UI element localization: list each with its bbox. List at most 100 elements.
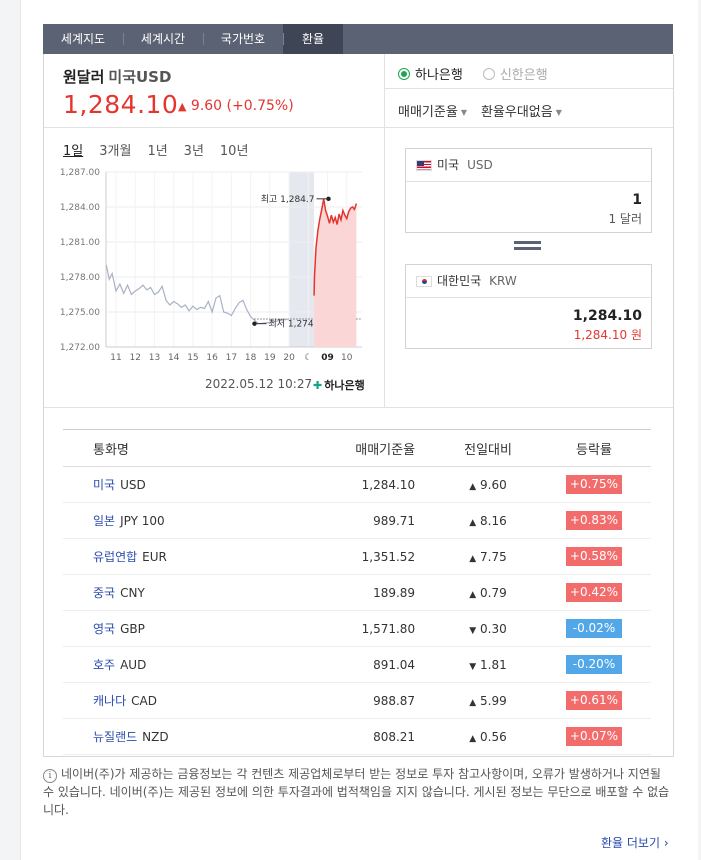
country-name[interactable]: 호주 [93,658,116,672]
rate-cell: 1,284.10 [272,466,440,503]
period-tab-1[interactable]: 3개월 [99,144,132,159]
dropdown-0[interactable]: 매매기준율 ▼ [398,101,467,120]
x-tick-label: 10 [341,353,353,363]
period-tab-3[interactable]: 3년 [183,144,204,159]
pct-cell: +0.58% [537,538,651,575]
table-row[interactable]: 미국 USD 1,284.10 ▲ 9.60 +0.75% [63,466,651,503]
bank-radio-1[interactable]: 신한은행 [482,64,548,83]
diff-value: 1.81 [480,657,507,672]
tab-3[interactable]: 환율 [283,24,343,54]
converter-to-header[interactable]: 대한민국 KRW [406,265,651,298]
up-arrow-icon: ▲ [469,733,477,744]
up-arrow-icon: ▲ [469,697,477,708]
tab-0[interactable]: 세계지도 [60,32,106,46]
more-link-label: 환율 더보기 [601,836,661,850]
converter-from-header[interactable]: 미국 USD [406,149,651,182]
up-arrow-icon: ▲ [469,589,477,600]
col-diff: 전일대비 [439,429,537,467]
diff-value: 5.99 [480,693,507,708]
from-amount[interactable]: 1 [632,192,642,208]
table-row[interactable]: 캐나다 CAD 988.87 ▲ 5.99 +0.61% [63,682,651,719]
country-name[interactable]: 중국 [93,586,116,600]
min-point [252,321,257,326]
currency-code: USD [120,478,146,492]
country-name[interactable]: 일본 [93,514,116,528]
divider [385,88,673,89]
country-name[interactable]: 뉴질랜드 [93,730,138,744]
rate-cell: 808.21 [272,718,440,755]
table-row[interactable]: 뉴질랜드 NZD 808.21 ▲ 0.56 +0.07% [63,718,651,755]
dropdown-1[interactable]: 환율우대없음 ▼ [481,101,562,120]
period-tab-0[interactable]: 1일 [63,144,84,159]
y-tick-label: 1,281.00 [60,238,100,248]
pct-badge: -0.02% [566,619,622,638]
currency-name-cell[interactable]: 중국 CNY [63,574,273,611]
converter-to[interactable]: 대한민국 KRW 1,284.10 1,284.10 원 [405,264,652,349]
x-tick-label: ☾ [304,353,312,363]
up-arrow-icon: ▲ [178,100,187,113]
bank-logo-text: 하나은행 [324,379,365,392]
pct-badge: -0.20% [566,655,622,674]
currency-name-cell[interactable]: 캐나다 CAD [63,682,273,719]
pct-cell: +0.61% [537,682,651,719]
bank-radio-0[interactable]: 하나은행 [398,64,463,83]
rates-table: 통화명 매매기준율 전일대비 등락률 미국 USD 1,284.10 ▲ 9.60 +0… [63,429,651,755]
diff-value: 9.60 [480,477,507,492]
pct-cell: -0.20% [537,646,651,683]
currency-name-cell[interactable]: 호주 AUD [63,646,273,683]
x-tick-label: 12 [130,353,141,363]
country-name[interactable]: 캐나다 [93,694,127,708]
tab-1[interactable]: 세계시간 [123,24,203,54]
max-label: 최고 1,284.7 [261,194,315,205]
rate-cell: 891.04 [272,646,440,683]
to-unit: 1,284.10 원 [573,328,642,342]
currency-name-cell[interactable]: 미국 USD [63,466,273,503]
period-tabs: 1일 3개월 1년 3년 10년 [63,140,248,159]
table-row[interactable]: 영국 GBP 1,571.80 ▼ 0.30 -0.02% [63,610,651,647]
from-code: USD [467,158,493,172]
kr-flag-icon [416,275,432,287]
tab-2[interactable]: 국가번호 [203,24,283,54]
table-row[interactable]: 중국 CNY 189.89 ▲ 0.79 +0.42% [63,574,651,611]
table-row[interactable]: 호주 AUD 891.04 ▼ 1.81 -0.20% [63,646,651,683]
table-row[interactable]: 일본 JPY 100 989.71 ▲ 8.16 +0.83% [63,502,651,539]
series-prev-tail [258,318,290,325]
diff-cell: ▲ 0.56 [439,718,537,755]
divider [44,407,673,408]
down-arrow-icon: ▼ [469,625,477,636]
country-name[interactable]: 유럽연합 [93,550,138,564]
currency-name-cell[interactable]: 일본 JPY 100 [63,502,273,539]
currency-code: AUD [120,658,147,672]
equals-icon [514,241,541,253]
pct-badge: +0.61% [566,691,622,710]
period-tab-4[interactable]: 10년 [219,144,249,159]
pct-badge: +0.75% [566,475,622,494]
period-tab-2[interactable]: 1년 [147,144,168,159]
col-pct: 등락률 [537,429,651,467]
to-country: 대한민국 [437,274,482,288]
table-header-row: 통화명 매매기준율 전일대비 등락률 [63,429,651,467]
currency-name-cell[interactable]: 뉴질랜드 NZD [63,718,273,755]
currency-name-cell[interactable]: 영국 GBP [63,610,273,647]
pct-badge: +0.07% [566,727,622,746]
country-name[interactable]: 영국 [93,622,116,636]
country-name[interactable]: 미국 [93,478,116,492]
series-prev-line [105,265,259,325]
chevron-right-icon: › [663,836,669,850]
diff-value: 0.56 [480,729,507,744]
currency-name-cell[interactable]: 유럽연합 EUR [63,538,273,575]
to-amount[interactable]: 1,284.10 [572,308,642,324]
more-rates-link[interactable]: 환율 더보기 › [601,834,669,851]
x-tick-label: 14 [168,353,180,363]
x-tick-label: 13 [149,353,160,363]
table-row[interactable]: 유럽연합 EUR 1,351.52 ▲ 7.75 +0.58% [63,538,651,575]
pct-cell: +0.75% [537,466,651,503]
x-tick-label: 18 [245,353,257,363]
divider [385,127,673,128]
currency-code: NZD [142,730,169,744]
up-arrow-icon: ▲ [469,481,477,492]
from-country: 미국 [437,158,460,172]
bank-logo: ✚ 하나은행 [313,377,365,393]
timestamp: 2022.05.12 10:27 [205,377,313,391]
converter-from[interactable]: 미국 USD 1 1 달러 [405,148,652,233]
